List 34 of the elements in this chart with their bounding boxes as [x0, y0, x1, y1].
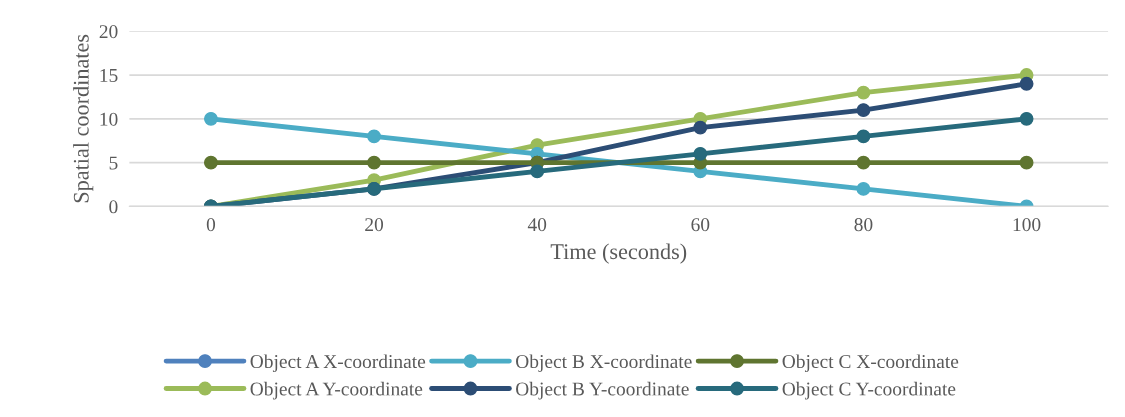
x-tick-label: 80 [854, 218, 873, 232]
x-tick-label: 0 [206, 218, 216, 232]
point [367, 129, 382, 144]
point [1019, 111, 1034, 126]
point [1019, 155, 1034, 170]
point [530, 164, 545, 179]
x-tick-label: 100 [1013, 218, 1041, 232]
y-axis-title: Spatial coordinates [73, 34, 94, 203]
x-tick-label: 20 [365, 218, 384, 232]
y-tick-label: 20 [99, 25, 118, 39]
point [856, 181, 871, 196]
legend-label: Object A Y-coordinate [250, 381, 423, 400]
legend-label: Object B Y-coordinate [516, 381, 689, 400]
x-tick-label: 60 [691, 218, 710, 232]
point [856, 85, 871, 100]
y-tick-label: 15 [100, 68, 118, 82]
legend-label: Object C X-coordinate [782, 354, 959, 373]
point [856, 155, 871, 170]
point [693, 120, 708, 135]
y-tick-label: 0 [109, 200, 118, 214]
y-tick-label: 10 [100, 112, 118, 126]
x-tick-label: 40 [527, 218, 547, 232]
legend-label: Object A X-coordinate [250, 354, 426, 373]
x-axis-title: Time (seconds) [550, 243, 687, 264]
point [367, 155, 382, 170]
legend-label: Object C Y-coordinate [782, 381, 956, 400]
point [203, 155, 218, 170]
point [856, 103, 871, 118]
point [856, 129, 871, 144]
point [1019, 76, 1034, 91]
point [203, 111, 218, 126]
point [693, 146, 708, 161]
legend-label: Object B X-coordinate [516, 354, 692, 373]
y-tick-label: 5 [109, 156, 118, 170]
